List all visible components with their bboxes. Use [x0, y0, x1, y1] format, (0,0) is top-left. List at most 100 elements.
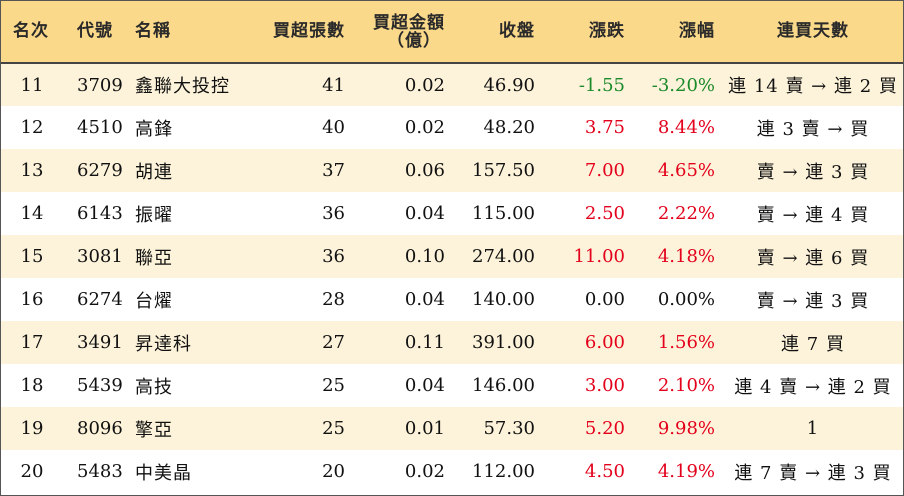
cell-net-buy-lots: 20 — [322, 461, 345, 482]
cell-change-pct: 4.19% — [657, 461, 715, 482]
cell-streak: 連 4 賣 → 連 2 買 — [734, 376, 892, 398]
cell-rank: 12 — [20, 117, 44, 138]
cell-change-pct: 2.22% — [657, 203, 715, 224]
cell-net-buy-lots: 36 — [322, 246, 345, 267]
table-row[interactable]: 17 3491 昇達科 27 0.11 391.00 6.00 1.56% 連 7 買 — [1, 321, 903, 364]
cell-code: 4510 — [77, 117, 123, 138]
cell-streak: 連 14 賣 → 連 2 買 — [728, 76, 898, 97]
cell-change: 11.00 — [573, 246, 625, 267]
cell-rank: 13 — [20, 160, 44, 181]
cell-streak: 1 — [806, 418, 820, 439]
cell-streak: 賣 → 連 3 買 — [756, 161, 870, 183]
header-net-buy-lots[interactable]: 買超張數 — [259, 1, 353, 64]
cell-close: 48.20 — [483, 117, 535, 138]
table-row[interactable]: 13 6279 胡連 37 0.06 157.50 7.00 4.65% 賣 → 連 3 買 — [1, 149, 903, 192]
cell-streak: 賣 → 連 6 買 — [756, 247, 870, 269]
header-streak[interactable]: 連買天數 — [723, 1, 903, 64]
cell-change: 0.00 — [584, 289, 625, 310]
cell-change-pct: 2.10% — [657, 375, 715, 396]
cell-rank: 15 — [20, 246, 44, 267]
cell-close: 46.90 — [483, 74, 535, 96]
cell-stock-name: 高鋒 — [135, 118, 173, 140]
cell-change-pct: 4.18% — [657, 246, 715, 267]
cell-rank: 11 — [20, 74, 44, 96]
cell-code: 3491 — [77, 332, 123, 353]
cell-net-buy-lots: 25 — [322, 418, 345, 439]
cell-change-pct: 0.00% — [657, 289, 715, 310]
cell-streak: 連 3 賣 → 買 — [756, 118, 870, 140]
header-change-pct[interactable]: 漲幅 — [633, 1, 723, 64]
cell-net-buy-amount: 0.10 — [404, 246, 445, 267]
cell-net-buy-lots: 36 — [322, 203, 345, 224]
cell-rank: 16 — [20, 289, 44, 310]
cell-stock-name: 胡連 — [135, 161, 173, 183]
table-row[interactable]: 11 3709 鑫聯大投控 41 0.02 46.90 -1.55 -3.20% 連 14 賣 … — [1, 63, 903, 106]
cell-code: 8096 — [77, 418, 123, 439]
cell-stock-name: 振曜 — [135, 204, 173, 226]
table-body: 11 3709 鑫聯大投控 41 0.02 46.90 -1.55 -3.20% 連 14 賣 … — [1, 63, 903, 493]
header-net-buy-amount[interactable]: 買超金額 （億） — [353, 1, 453, 64]
cell-net-buy-lots: 40 — [322, 117, 345, 138]
cell-net-buy-lots: 25 — [322, 375, 345, 396]
cell-code: 5439 — [77, 375, 123, 396]
cell-rank: 20 — [20, 461, 44, 482]
cell-net-buy-lots: 37 — [322, 160, 345, 181]
cell-stock-name: 昇達科 — [135, 333, 192, 355]
header-net-buy-amount-unit: （億） — [387, 30, 441, 51]
cell-net-buy-amount: 0.01 — [404, 418, 445, 439]
cell-change-pct: 9.98% — [657, 418, 715, 439]
cell-net-buy-amount: 0.02 — [404, 117, 445, 138]
cell-stock-name: 中美晶 — [135, 462, 192, 484]
cell-close: 157.50 — [472, 160, 535, 181]
table-row[interactable]: 12 4510 高鋒 40 0.02 48.20 3.75 8.44% 連 3 賣 → 買 — [1, 106, 903, 149]
cell-net-buy-lots: 41 — [322, 74, 345, 96]
cell-rank: 18 — [20, 375, 44, 396]
cell-change: 6.00 — [584, 332, 625, 353]
table-row[interactable]: 14 6143 振曜 36 0.04 115.00 2.50 2.22% 賣 → 連 4 買 — [1, 192, 903, 235]
header-name[interactable]: 名稱 — [131, 1, 259, 64]
table-row[interactable]: 19 8096 擎亞 25 0.01 57.30 5.20 9.98% 1 — [1, 407, 903, 450]
cell-close: 57.30 — [483, 418, 535, 439]
cell-rank: 17 — [20, 332, 44, 353]
cell-net-buy-lots: 27 — [322, 332, 345, 353]
cell-change: 3.75 — [584, 117, 625, 138]
cell-close: 115.00 — [472, 203, 535, 224]
cell-code: 6274 — [77, 289, 123, 310]
cell-code: 3081 — [77, 246, 123, 267]
cell-change: 5.20 — [584, 418, 625, 439]
header-rank[interactable]: 名次 — [1, 1, 63, 64]
header-change[interactable]: 漲跌 — [543, 1, 633, 64]
cell-net-buy-amount: 0.02 — [404, 74, 445, 96]
cell-net-buy-lots: 28 — [322, 289, 345, 310]
header-close[interactable]: 收盤 — [453, 1, 543, 64]
cell-change: 3.00 — [584, 375, 625, 396]
cell-close: 112.00 — [472, 461, 535, 482]
header-code[interactable]: 代號 — [63, 1, 131, 64]
cell-change: 4.50 — [584, 461, 625, 482]
cell-change: 7.00 — [584, 160, 625, 181]
cell-net-buy-amount: 0.04 — [404, 289, 445, 310]
table-row[interactable]: 18 5439 高技 25 0.04 146.00 3.00 2.10% 連 4 賣 → 連 2… — [1, 364, 903, 407]
table-row[interactable]: 20 5483 中美晶 20 0.02 112.00 4.50 4.19% 連 7 賣 → 連 … — [1, 450, 903, 493]
table-row[interactable]: 15 3081 聯亞 36 0.10 274.00 11.00 4.18% 賣 → 連 6 買 — [1, 235, 903, 278]
cell-net-buy-amount: 0.04 — [404, 203, 445, 224]
cell-close: 146.00 — [472, 375, 535, 396]
cell-stock-name: 擎亞 — [135, 419, 173, 441]
cell-close: 274.00 — [472, 246, 535, 267]
cell-code: 5483 — [77, 461, 123, 482]
cell-net-buy-amount: 0.06 — [404, 160, 445, 181]
cell-change: 2.50 — [584, 203, 625, 224]
cell-net-buy-amount: 0.04 — [404, 375, 445, 396]
cell-streak: 連 7 買 — [781, 333, 845, 355]
header-row: 名次 代號 名稱 買超張數 買超金額 （億） 收盤 漲跌 漲幅 連買天數 — [1, 1, 903, 64]
cell-change-pct: 8.44% — [657, 117, 715, 138]
cell-close: 391.00 — [472, 332, 535, 353]
cell-change-pct: 1.56% — [657, 332, 715, 353]
cell-streak: 賣 → 連 3 買 — [756, 290, 870, 312]
cell-net-buy-amount: 0.02 — [404, 461, 445, 482]
cell-rank: 19 — [20, 418, 44, 439]
cell-change: -1.55 — [578, 74, 625, 96]
cell-stock-name: 高技 — [135, 376, 173, 398]
table-row[interactable]: 16 6274 台燿 28 0.04 140.00 0.00 0.00% 賣 → 連 3 買 — [1, 278, 903, 321]
